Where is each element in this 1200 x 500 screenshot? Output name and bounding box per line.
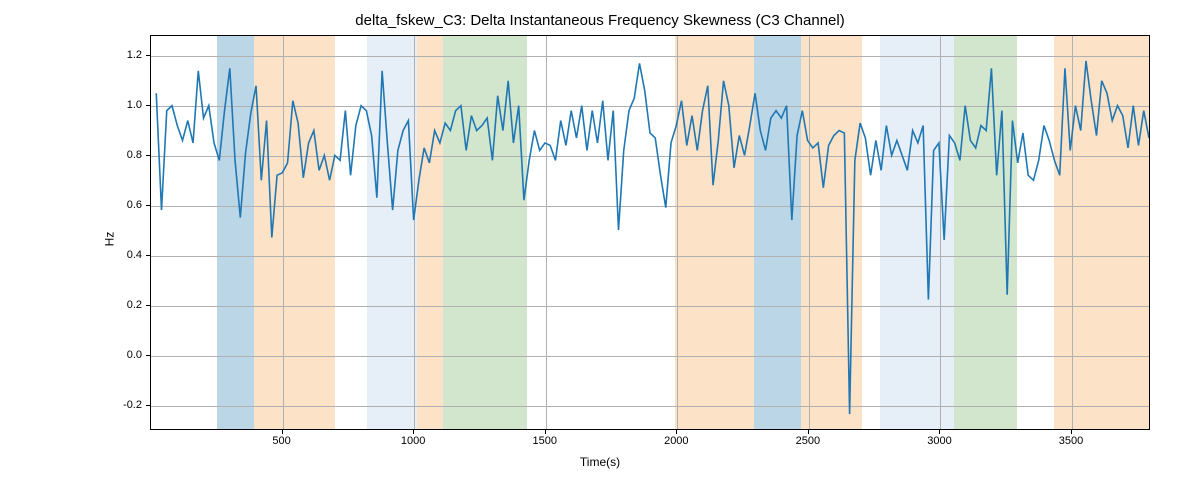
ytick-mark (146, 105, 150, 106)
ytick-label: 1.2 (127, 49, 142, 61)
x-axis-label: Time(s) (580, 455, 620, 469)
chart-container: delta_fskew_C3: Delta Instantaneous Freq… (0, 0, 1200, 500)
xtick-label: 1500 (532, 435, 556, 447)
ytick-mark (146, 405, 150, 406)
ytick-label: 0.6 (127, 199, 142, 211)
xtick-label: 3000 (927, 435, 951, 447)
xtick-mark (808, 430, 809, 434)
y-axis-label: Hz (103, 232, 117, 247)
xtick-label: 1000 (401, 435, 425, 447)
plot-area (150, 35, 1150, 430)
ytick-label: -0.2 (123, 399, 142, 411)
line-series (151, 36, 1149, 429)
ytick-label: 0.2 (127, 299, 142, 311)
ytick-label: 0.0 (127, 349, 142, 361)
xtick-label: 2500 (796, 435, 820, 447)
xtick-mark (1071, 430, 1072, 434)
ytick-mark (146, 305, 150, 306)
xtick-mark (939, 430, 940, 434)
chart-title: delta_fskew_C3: Delta Instantaneous Freq… (0, 12, 1200, 29)
xtick-mark (545, 430, 546, 434)
ytick-label: 0.4 (127, 249, 142, 261)
series-line (156, 61, 1149, 414)
xtick-label: 500 (272, 435, 290, 447)
ytick-mark (146, 55, 150, 56)
ytick-label: 0.8 (127, 149, 142, 161)
xtick-mark (282, 430, 283, 434)
ytick-mark (146, 255, 150, 256)
ytick-mark (146, 355, 150, 356)
xtick-mark (676, 430, 677, 434)
ytick-label: 1.0 (127, 99, 142, 111)
xtick-label: 3500 (1059, 435, 1083, 447)
xtick-label: 2000 (664, 435, 688, 447)
xtick-mark (413, 430, 414, 434)
ytick-mark (146, 155, 150, 156)
ytick-mark (146, 205, 150, 206)
